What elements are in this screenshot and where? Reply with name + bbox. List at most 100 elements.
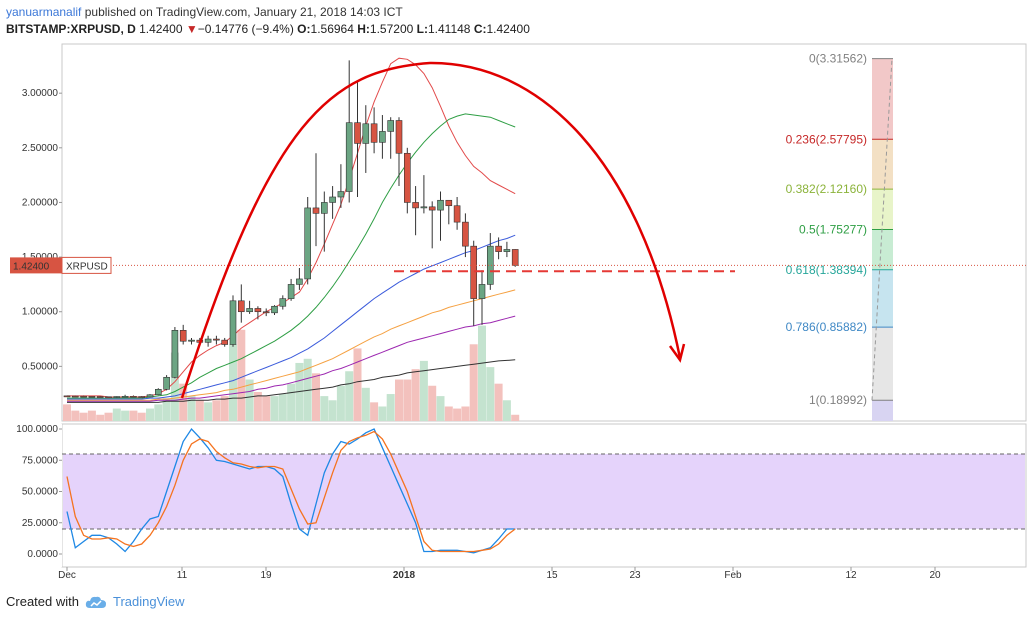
symbol-name[interactable]: BITSTAMP:XRPUSD, D	[6, 22, 136, 36]
candle[interactable]	[130, 395, 137, 398]
candle-body	[453, 205, 461, 223]
fib-level-label: 0.618(1.38394)	[786, 263, 867, 277]
tradingview-cloud-icon	[85, 596, 106, 608]
candle[interactable]	[287, 278, 295, 301]
candle[interactable]	[478, 270, 486, 325]
candle[interactable]	[503, 241, 511, 258]
candle-body	[470, 245, 478, 299]
candle[interactable]	[138, 396, 145, 398]
price-tag-symbol: XRPUSD	[66, 261, 108, 272]
candle[interactable]	[238, 284, 245, 323]
candle[interactable]	[345, 60, 353, 203]
open-label: O:	[297, 22, 311, 36]
candle[interactable]	[221, 337, 228, 347]
tradingview-link[interactable]: TradingView	[85, 593, 185, 611]
candle[interactable]	[395, 117, 403, 187]
candle-body	[420, 206, 428, 209]
candle[interactable]	[403, 147, 411, 214]
candle[interactable]	[428, 201, 436, 249]
candle[interactable]	[362, 105, 370, 173]
candle[interactable]	[80, 395, 87, 398]
candle[interactable]	[113, 396, 121, 399]
candle[interactable]	[155, 388, 162, 396]
volume-bar	[395, 379, 403, 421]
candle-body	[370, 123, 378, 143]
fib-level-label: 0.5(1.75277)	[799, 222, 867, 236]
candle[interactable]	[412, 186, 419, 236]
oscillator-axis-tick: 75.0000	[22, 455, 59, 466]
candle[interactable]	[379, 115, 386, 159]
price-axis-tick: 2.50000	[22, 143, 59, 154]
volume-bar	[79, 412, 88, 421]
candle[interactable]	[121, 394, 129, 398]
footer: Created with TradingView	[6, 593, 185, 611]
candle[interactable]	[163, 375, 170, 391]
candle[interactable]	[213, 335, 220, 345]
volume-bar	[245, 379, 254, 421]
candle[interactable]	[271, 305, 278, 316]
candle[interactable]	[470, 240, 478, 326]
candle[interactable]	[420, 175, 428, 214]
fib-level-label: 0.382(2.12160)	[786, 182, 867, 196]
candle[interactable]	[337, 164, 345, 208]
created-with-text: Created with	[6, 594, 79, 609]
candle[interactable]	[462, 213, 469, 258]
candle-body	[478, 284, 486, 299]
author-link[interactable]: yanuarmanalif	[6, 5, 82, 19]
candle-body	[304, 207, 312, 280]
candle[interactable]	[246, 300, 253, 314]
volume-bar	[129, 410, 138, 421]
candle[interactable]	[96, 396, 104, 398]
candle-body	[403, 152, 411, 203]
candle[interactable]	[387, 117, 395, 159]
moving-average-line	[67, 113, 516, 399]
candle[interactable]	[445, 199, 453, 225]
volume-bar	[411, 369, 420, 421]
candle[interactable]	[204, 335, 212, 347]
candle[interactable]	[262, 308, 270, 317]
candle[interactable]	[105, 396, 112, 399]
candle[interactable]	[72, 395, 79, 398]
volume-bar	[212, 400, 221, 421]
volume-bar	[502, 400, 511, 421]
candle-body	[412, 202, 419, 209]
date-axis-tick: 19	[260, 570, 272, 581]
candle[interactable]	[312, 153, 320, 247]
oscillator-axis-bg	[0, 424, 62, 567]
candle[interactable]	[304, 196, 312, 285]
candle-body	[72, 395, 79, 398]
candle-body	[312, 207, 320, 214]
candle[interactable]	[63, 395, 71, 398]
candle[interactable]	[229, 295, 237, 347]
candle[interactable]	[146, 394, 154, 398]
candle[interactable]	[511, 249, 519, 267]
candle[interactable]	[486, 233, 494, 290]
annotation-arc[interactable]	[180, 61, 682, 399]
candle[interactable]	[188, 337, 195, 345]
volume-bar	[121, 410, 130, 421]
candle[interactable]	[329, 186, 336, 219]
price-tag-value: 1.42400	[13, 261, 50, 272]
candle[interactable]	[296, 268, 303, 290]
candle-body	[354, 122, 361, 144]
candle[interactable]	[179, 324, 187, 345]
candle-body	[246, 308, 253, 313]
candle[interactable]	[453, 196, 461, 230]
chart-canvas[interactable]: 3.000002.500002.000001.500001.000000.500…	[0, 0, 1034, 590]
candle[interactable]	[354, 82, 361, 197]
candle[interactable]	[88, 396, 96, 398]
volume-bar	[370, 402, 379, 421]
candle-body	[379, 131, 386, 143]
candle[interactable]	[171, 327, 179, 379]
volume-bar	[278, 394, 287, 421]
volume-bar	[229, 344, 237, 421]
candle[interactable]	[279, 295, 287, 310]
candle[interactable]	[254, 306, 262, 320]
candle[interactable]	[437, 191, 444, 241]
candle[interactable]	[370, 107, 378, 154]
candle[interactable]	[495, 237, 502, 260]
candle-body	[121, 396, 129, 398]
candle[interactable]	[320, 191, 328, 252]
volume-bar	[444, 406, 453, 421]
candle-body	[113, 396, 121, 398]
